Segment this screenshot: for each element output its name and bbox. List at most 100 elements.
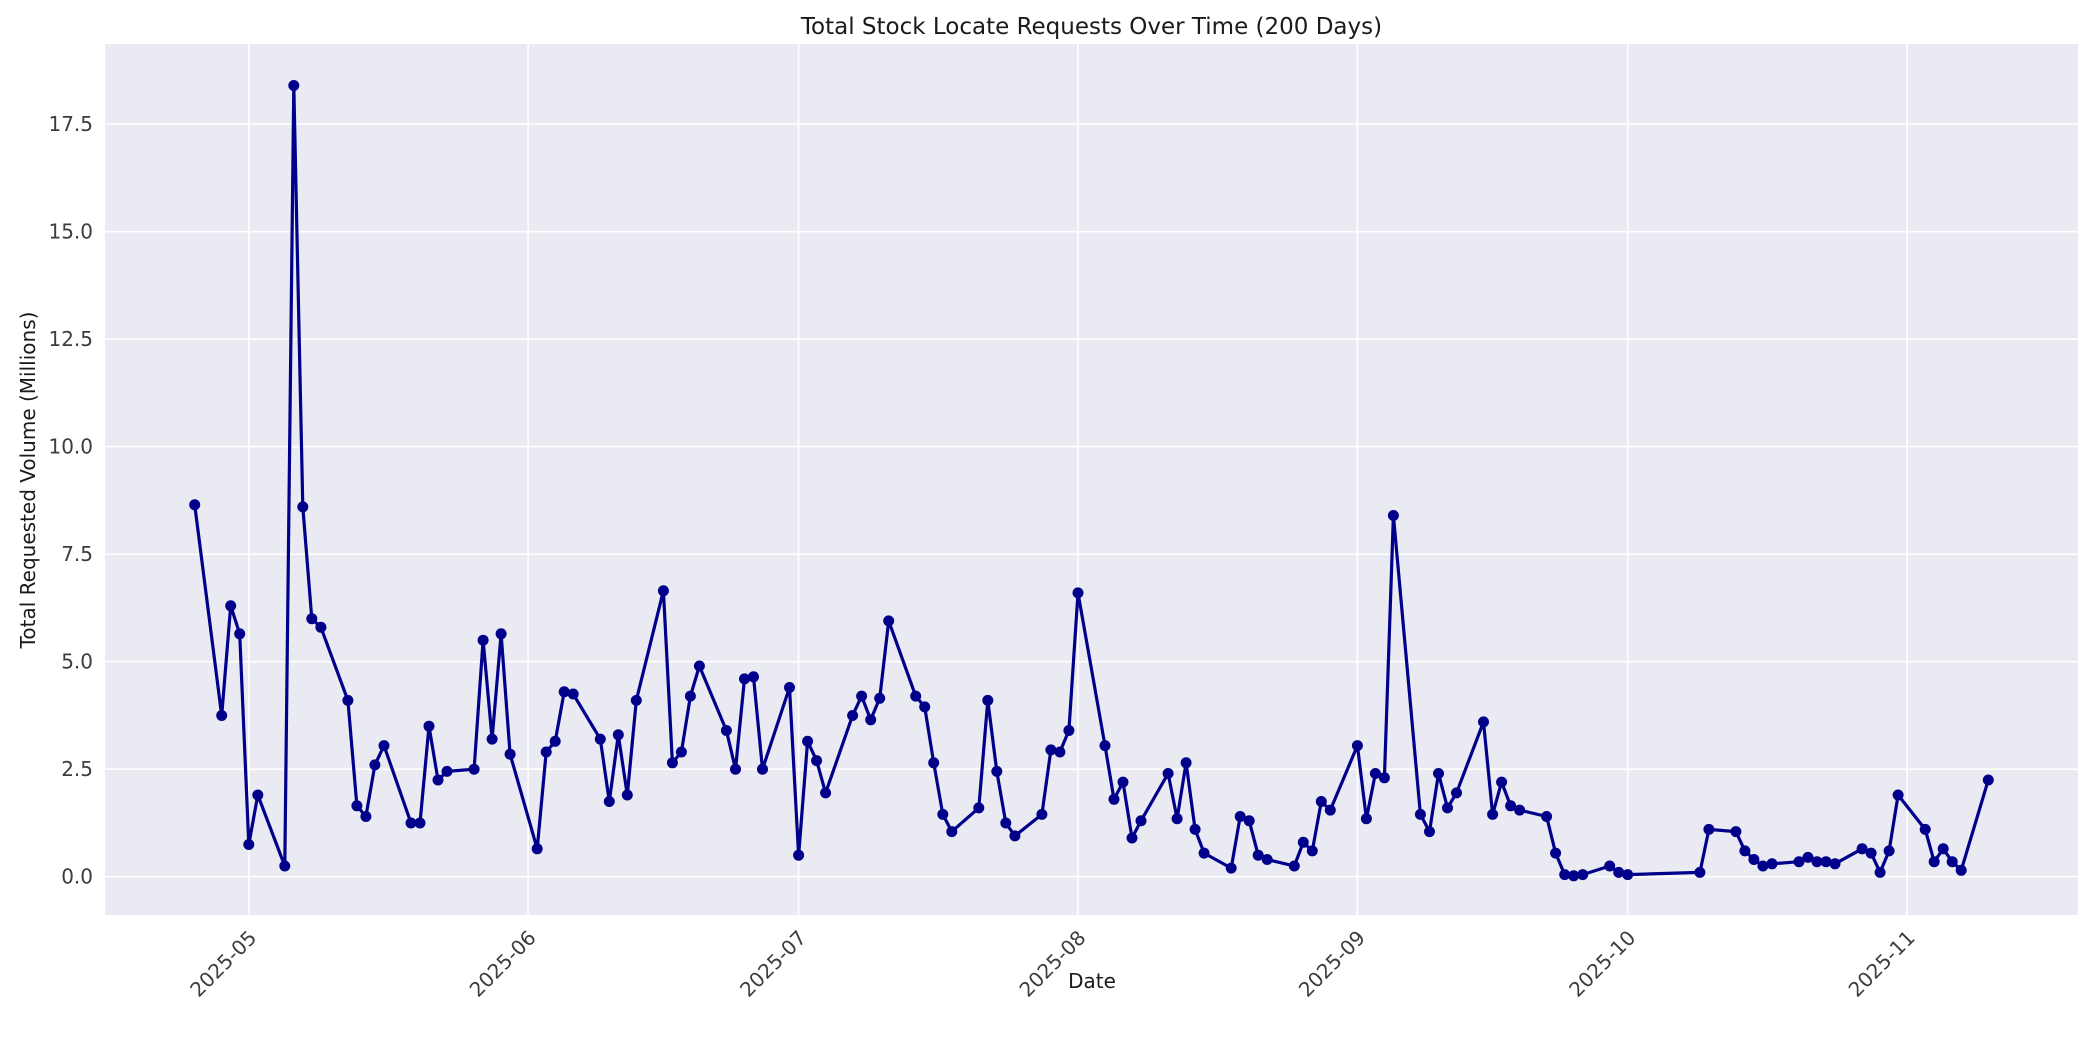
data-point [1946, 856, 1958, 868]
x-tick-label: 2025-10 [1564, 926, 1640, 1002]
chart-title: Total Stock Locate Requests Over Time (2… [800, 14, 1383, 40]
data-point [748, 671, 759, 683]
data-point [982, 694, 994, 706]
data-point [1577, 869, 1589, 881]
data-point [369, 759, 381, 771]
data-point [1739, 845, 1751, 857]
data-point [1360, 813, 1372, 825]
data-point [306, 613, 318, 625]
data-point [919, 701, 931, 713]
y-tick-label: 7.5 [61, 542, 93, 566]
data-point [1234, 811, 1246, 822]
data-point [477, 634, 489, 646]
data-point [1559, 869, 1571, 881]
data-point [612, 729, 624, 741]
data-point [1171, 813, 1183, 825]
data-point [1315, 796, 1327, 807]
data-point [784, 682, 795, 693]
data-point [279, 860, 291, 872]
data-point [297, 501, 309, 513]
y-tick-label: 12.5 [48, 327, 93, 351]
data-point [1694, 866, 1706, 878]
y-tick-label: 2.5 [61, 757, 93, 781]
data-point [342, 694, 354, 706]
y-tick-label: 17.5 [48, 112, 93, 136]
data-point [1117, 776, 1129, 788]
data-point [1883, 845, 1895, 857]
data-point [1757, 860, 1769, 872]
data-point [1793, 856, 1805, 868]
data-point [432, 774, 444, 786]
data-point [1496, 776, 1508, 788]
data-point [1387, 510, 1399, 521]
data-point [1424, 826, 1435, 838]
data-point [189, 499, 201, 511]
data-point [603, 796, 615, 807]
data-point [486, 733, 498, 745]
data-point [1478, 716, 1489, 728]
data-point [1108, 793, 1120, 805]
data-point [630, 694, 642, 706]
data-point [739, 673, 750, 685]
data-point [1829, 858, 1841, 870]
data-point [594, 733, 606, 745]
data-point [1252, 849, 1264, 861]
data-point [1937, 843, 1949, 855]
data-point [1288, 860, 1300, 872]
data-point [1297, 836, 1309, 848]
data-point [693, 660, 705, 672]
y-axis-label: Total Requested Volume (Millions) [16, 311, 40, 649]
data-point [1243, 815, 1255, 827]
data-point [720, 725, 732, 736]
data-point [1378, 772, 1390, 784]
data-point [1054, 746, 1066, 758]
x-tick-label: 2025-06 [465, 926, 541, 1002]
data-point [1919, 823, 1931, 835]
data-point [1351, 740, 1363, 752]
data-point [252, 789, 264, 801]
data-point [684, 690, 696, 702]
data-point [243, 839, 255, 850]
data-point [1748, 854, 1760, 865]
data-point [351, 800, 363, 812]
data-point [441, 765, 453, 777]
data-point [1802, 851, 1814, 863]
data-point [1874, 866, 1886, 878]
data-point [1433, 768, 1444, 779]
data-point [1820, 856, 1832, 868]
data-point [360, 811, 372, 822]
data-point [423, 720, 435, 732]
data-point [234, 628, 246, 640]
data-point [1045, 744, 1057, 756]
data-point [856, 690, 868, 702]
data-point [468, 763, 480, 775]
data-point [793, 849, 805, 861]
data-point [1613, 866, 1625, 878]
data-point [1009, 830, 1021, 842]
data-point [1306, 845, 1318, 857]
data-point [811, 755, 823, 767]
data-point [1622, 869, 1634, 881]
data-point [1180, 757, 1192, 769]
data-point [1928, 856, 1940, 868]
data-point [288, 80, 300, 91]
data-point [621, 789, 633, 801]
x-tick-label: 2025-05 [185, 926, 261, 1002]
data-point [1505, 800, 1517, 812]
data-point [757, 763, 768, 775]
data-point [1451, 787, 1462, 799]
data-point [414, 817, 426, 829]
data-point [1000, 817, 1012, 829]
data-point [405, 817, 417, 829]
y-tick-label: 5.0 [61, 650, 93, 674]
data-point [1324, 804, 1336, 816]
data-point [1414, 808, 1426, 820]
data-point [216, 710, 228, 721]
data-point [1568, 870, 1580, 882]
data-point [1892, 789, 1904, 801]
data-point [657, 585, 669, 597]
y-tick-label: 10.0 [48, 435, 93, 459]
data-point [847, 710, 859, 721]
